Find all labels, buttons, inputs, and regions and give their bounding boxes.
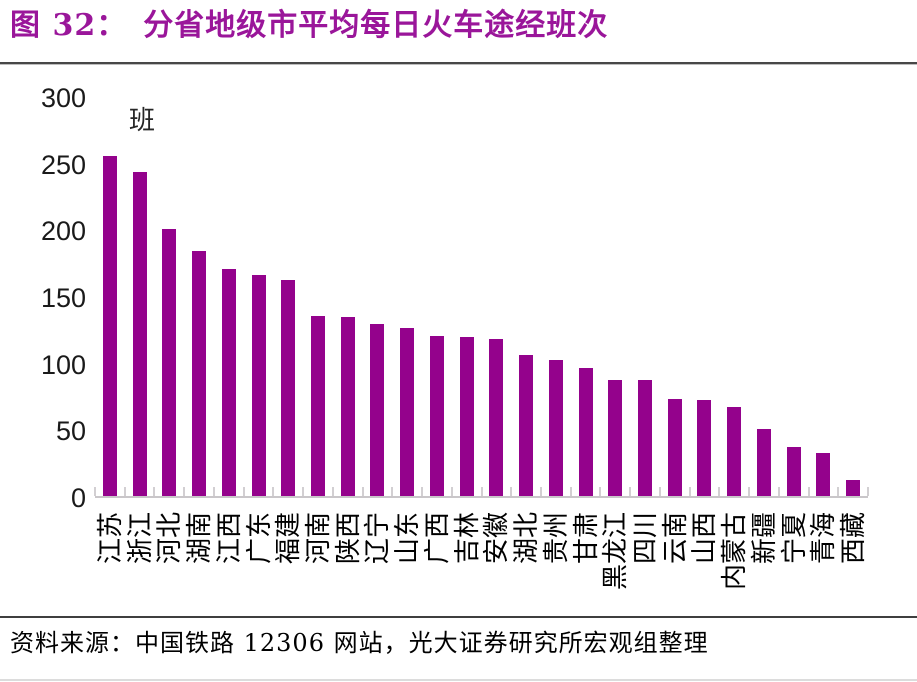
page-title: 图 32： 分省地级市平均每日火车途经班次 [10,9,608,43]
bar [727,406,742,496]
title-divider [0,62,917,65]
bar [548,360,563,496]
bar [192,250,207,496]
x-axis-tick-mark [510,487,513,496]
x-tick-label: 甘肃 [570,512,601,565]
source-note: 资料来源：中国铁路 12306 网站，光大证券研究所宏观组整理 [10,629,709,657]
x-axis-tick-mark [658,487,661,496]
y-tick-label: 200 [40,216,86,247]
x-axis-tick-mark [391,487,394,496]
bar [162,229,177,496]
footer-divider [0,616,917,618]
x-tick-label: 辽宁 [362,512,393,565]
x-tick-label: 山东 [392,512,423,565]
bar [697,400,712,496]
figure-number-label: 图 32： [10,8,128,43]
y-tick-label: 0 [70,483,86,513]
x-tick-label: 广东 [243,512,274,565]
bar [816,453,831,496]
x-tick-label: 内蒙古 [719,512,750,591]
x-axis-tick-mark [331,487,334,496]
x-axis-tick-mark [599,487,602,496]
bar [459,337,474,496]
x-tick-label: 宁夏 [778,512,809,565]
bar [370,324,385,496]
x-axis-tick-mark [569,487,572,496]
x-tick-label: 西藏 [838,512,869,565]
bar [608,380,623,496]
x-tick-label: 广西 [421,512,452,565]
bar [519,354,534,496]
x-axis-tick-mark [302,487,305,496]
bar [221,269,236,496]
x-tick-label: 江苏 [94,512,125,565]
bar [102,156,117,496]
bar [429,336,444,496]
x-axis-tick-mark [539,487,542,496]
x-tick-label: 贵州 [540,512,571,565]
bottom-edge-line [0,679,917,681]
bar [786,446,801,496]
x-axis-tick-mark [123,487,126,496]
bar-chart: 班 300 250 200 150 100 50 0 江苏 浙江 河北 湖南 江西 广东 福建 河南 陕西辽… [0,70,917,615]
x-axis-tick-mark [748,487,751,496]
x-axis-tick-mark [153,487,156,496]
figure-title-text: 分省地级市平均每日火车途经班次 [143,8,609,43]
x-tick-label: 黑龙江 [600,512,631,591]
x-axis-tick-mark [361,487,364,496]
bar [251,274,266,496]
x-axis-tick-mark [777,487,780,496]
x-tick-label: 四川 [630,512,661,565]
x-tick-label: 江西 [213,512,244,565]
x-tick-label: 山西 [689,512,720,565]
x-axis-tick-mark [629,487,632,496]
x-axis-tick-mark [272,487,275,496]
x-tick-label: 河北 [154,512,185,565]
x-axis-tick-mark [807,487,810,496]
bar [667,398,682,496]
y-tick-label: 50 [55,416,86,447]
x-tick-label: 陕西 [332,512,363,565]
bar [846,480,861,496]
bar [400,328,415,496]
x-tick-label: 湖北 [511,512,542,565]
x-tick-label: 新疆 [748,512,779,565]
x-tick-label: 湖南 [184,512,215,565]
x-axis-tick-mark [867,487,869,496]
bar [489,338,504,496]
plot-area [94,98,869,498]
x-tick-label: 浙江 [124,512,155,565]
x-tick-label: 安徽 [481,512,512,565]
x-axis-tick-mark [718,487,721,496]
y-axis-unit-label: 班 [129,105,156,135]
x-tick-label: 河南 [302,512,333,565]
bar [578,368,593,496]
bar [132,172,147,496]
x-axis-tick-mark [688,487,691,496]
x-tick-label: 云南 [659,512,690,565]
bar [638,380,653,496]
x-axis-tick-mark [183,487,186,496]
x-axis-tick-mark [450,487,453,496]
y-tick-label: 250 [40,149,86,180]
bar [281,280,296,496]
bar [340,317,355,496]
x-axis-tick-mark [480,487,483,496]
bar [310,316,325,496]
x-axis-tick-mark [837,487,840,496]
x-tick-label: 吉林 [451,512,482,565]
x-axis-tick-mark [242,487,245,496]
x-axis-tick-mark [421,487,424,496]
y-tick-label: 150 [40,283,86,313]
x-tick-label: 福建 [273,512,304,565]
y-tick-label: 300 [40,83,86,113]
x-axis-tick-mark [94,487,96,496]
x-tick-label: 青海 [808,512,839,565]
bar [756,429,771,496]
x-axis-tick-mark [212,487,215,496]
y-tick-label: 100 [40,349,86,380]
